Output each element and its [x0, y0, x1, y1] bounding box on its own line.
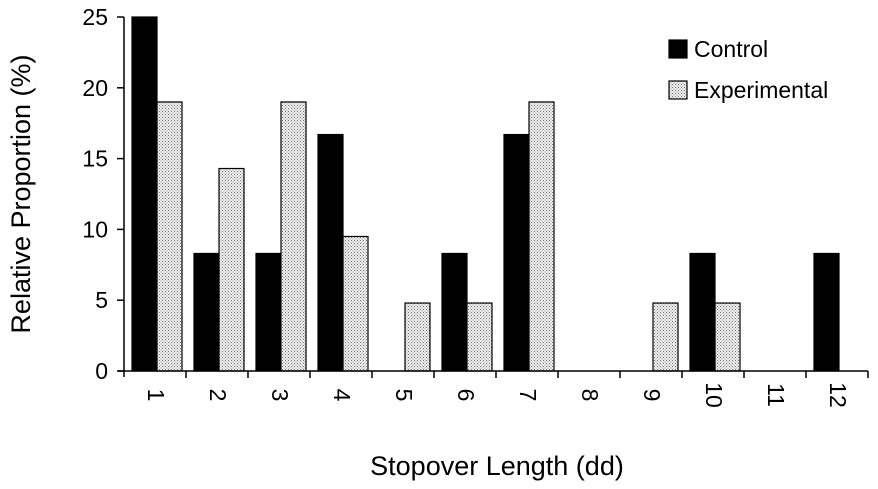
legend-label-experimental: Experimental	[694, 77, 828, 103]
y-axis-title: Relative Proportion (%)	[6, 54, 36, 333]
x-axis-title: Stopover Length (dd)	[370, 451, 624, 481]
axes	[118, 17, 868, 377]
y-tick-label: 10	[82, 216, 108, 242]
bar-control-10	[689, 252, 716, 372]
bar-control-4	[317, 133, 344, 372]
y-axis-ticks: 0 5 10 15 20 25	[82, 4, 124, 384]
bar-experimental-7	[528, 101, 555, 372]
plot-bars	[131, 16, 840, 372]
legend-label-control: Control	[694, 36, 768, 62]
bar-experimental-2	[218, 167, 245, 372]
x-tick-label: 1	[143, 389, 169, 402]
legend-swatch-experimental	[668, 80, 688, 100]
bar-control-6	[441, 252, 468, 372]
bar-control-1	[131, 16, 158, 372]
bar-control-7	[503, 133, 530, 372]
y-tick-label: 0	[95, 358, 108, 384]
bar-experimental-3	[280, 101, 307, 372]
x-tick-label: 7	[515, 389, 541, 402]
x-tick-label: 8	[577, 389, 603, 402]
y-tick-label: 25	[82, 4, 108, 30]
x-tick-label: 5	[391, 389, 417, 402]
bar-experimental-6	[466, 302, 493, 372]
x-tick-label: 11	[763, 383, 789, 407]
legend-swatch-control	[668, 39, 688, 59]
legend: Control Experimental	[668, 36, 828, 103]
bar-control-3	[255, 252, 282, 372]
bar-control-2	[193, 252, 220, 372]
bar-experimental-1	[156, 101, 183, 372]
y-tick-label: 5	[95, 287, 108, 313]
bar-experimental-9	[652, 302, 679, 372]
bar-control-12	[813, 252, 840, 372]
x-tick-label: 10	[701, 382, 727, 408]
x-tick-label: 3	[267, 389, 293, 402]
x-tick-label: 6	[453, 389, 479, 402]
bar-experimental-4	[342, 235, 369, 372]
bar-experimental-5	[404, 302, 431, 372]
y-tick-label: 20	[82, 75, 108, 101]
x-tick-label: 2	[205, 389, 231, 402]
x-tick-label: 9	[639, 389, 665, 402]
x-tick-label: 12	[825, 382, 851, 408]
x-axis-ticks: 1 2 3 4 5 6 7 8 9 10 11 12	[143, 371, 869, 408]
y-tick-label: 15	[82, 146, 108, 172]
bar-experimental-10	[714, 302, 741, 372]
x-tick-label: 4	[329, 389, 355, 402]
